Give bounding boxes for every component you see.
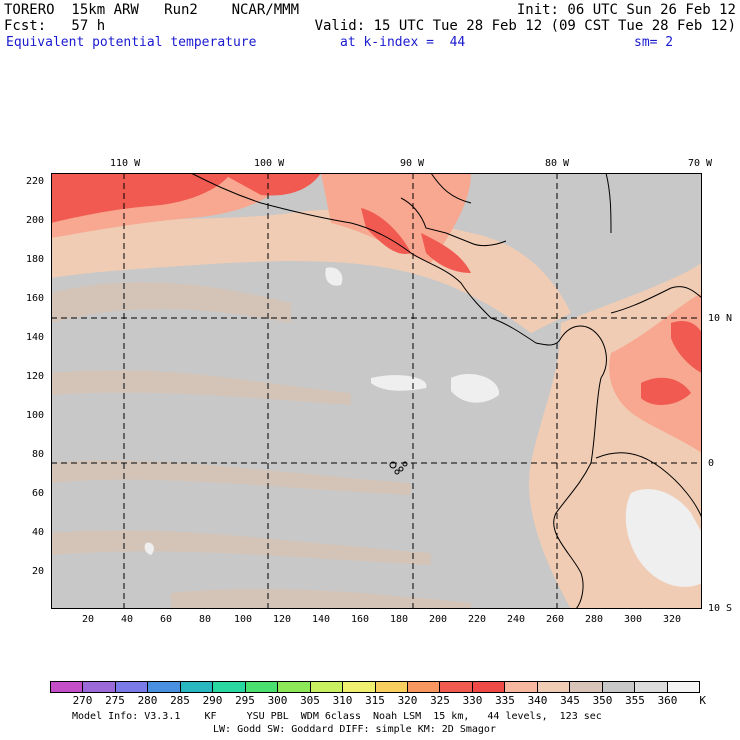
colorbar-label: 315 — [365, 694, 385, 707]
y-tick: 40 — [31, 527, 44, 538]
colorbar-swatch — [343, 682, 376, 692]
colorbar-label: 300 — [267, 694, 288, 707]
lon-label-90w: 90 W — [400, 158, 425, 169]
lat-label-10n: 10 N — [708, 313, 733, 324]
x-tick: 220 — [468, 614, 487, 625]
forecast-hour: Fcst: 57 h — [4, 18, 106, 34]
colorbar-label: 310 — [332, 694, 353, 707]
x-tick: 120 — [273, 614, 292, 625]
physics-info: LW: Godd SW: Goddard DIFF: simple KM: 2D… — [213, 724, 496, 735]
galapagos-islands — [389, 461, 408, 475]
y-tick: 200 — [25, 215, 44, 226]
colorbar-swatch — [440, 682, 473, 692]
colorbar-label: 345 — [560, 694, 580, 707]
smoothing-info: sm= 2 — [634, 35, 674, 50]
colorbar-label: 270 — [72, 694, 93, 707]
lon-label-80w: 80 W — [545, 158, 570, 169]
field-name: Equivalent potential temperature — [6, 35, 257, 50]
x-tick: 160 — [351, 614, 370, 625]
colorbar-swatch — [83, 682, 116, 692]
init-time: Init: 06 UTC Sun 26 Feb 12 — [516, 2, 736, 18]
valid-time: Valid: 15 UTC Tue 28 Feb 12 (09 CST Tue … — [314, 18, 736, 34]
map-frame — [51, 173, 702, 609]
lat-label-10s: 10 S — [708, 603, 733, 614]
colorbar-swatch — [375, 682, 408, 692]
colorbar-label: 305 — [300, 694, 320, 707]
lon-label-110w: 110 W — [110, 158, 141, 169]
colorbar-swatch — [407, 682, 441, 692]
colorbar-swatch — [213, 682, 246, 692]
lon-label-100w: 100 W — [254, 158, 285, 169]
y-tick: 20 — [31, 566, 44, 577]
colorbar-label: 295 — [235, 694, 255, 707]
y-tick: 180 — [25, 254, 44, 265]
colorbar-label: 355 — [625, 694, 645, 707]
colorbar-label: 325 — [430, 694, 450, 707]
x-tick: 180 — [390, 614, 409, 625]
colorbar-swatch — [278, 682, 311, 692]
colorbar-swatch — [180, 682, 214, 692]
theta-e-map — [51, 173, 702, 609]
lon-label-70w: 70 W — [688, 158, 713, 169]
model-info: Model Info: V3.3.1 KF YSU PBL WDM 6class… — [72, 711, 602, 722]
graticule — [51, 173, 702, 609]
colorbar-swatch — [667, 682, 700, 692]
colorbar-unit: K — [699, 694, 706, 707]
x-tick: 300 — [624, 614, 643, 625]
cool-spots — [144, 267, 702, 587]
colorbar-label: 335 — [495, 694, 515, 707]
x-tick: 20 — [82, 614, 95, 625]
y-tick: 80 — [31, 449, 44, 460]
colorbar-label: 320 — [397, 694, 418, 707]
colorbar-label: 330 — [462, 694, 483, 707]
colorbar-swatch — [115, 682, 149, 692]
x-tick: 240 — [507, 614, 526, 625]
x-tick: 140 — [312, 614, 331, 625]
x-tick: 320 — [663, 614, 682, 625]
colorbar-swatch — [310, 682, 344, 692]
y-tick: 100 — [25, 410, 44, 421]
x-tick: 100 — [234, 614, 253, 625]
x-tick: 260 — [546, 614, 565, 625]
colorbar-label: 280 — [137, 694, 158, 707]
x-tick: 80 — [199, 614, 212, 625]
x-tick: 200 — [429, 614, 448, 625]
colorbar-swatch — [505, 682, 538, 692]
y-tick: 160 — [25, 293, 44, 304]
colorbar-swatch — [537, 682, 571, 692]
colorbar-label: 275 — [105, 694, 125, 707]
colorbar — [50, 681, 700, 693]
lat-label-eq: 0 — [708, 458, 715, 469]
warm-core-red — [51, 173, 702, 405]
colorbar-swatch — [148, 682, 181, 692]
colorbar-label: 360 — [657, 694, 678, 707]
colorbar-swatch — [51, 682, 84, 692]
colorbar-label: 290 — [202, 694, 223, 707]
colorbar-swatch — [472, 682, 506, 692]
colorbar-swatch — [635, 682, 668, 692]
y-tick: 220 — [25, 176, 44, 187]
y-tick: 60 — [31, 488, 44, 499]
model-title: TORERO 15km ARW Run2 NCAR/MMM — [4, 2, 300, 18]
tan-streaks — [51, 282, 471, 609]
x-tick: 280 — [585, 614, 604, 625]
colorbar-label: 285 — [170, 694, 190, 707]
colorbar-swatch — [570, 682, 603, 692]
level-info: at k-index = 44 — [340, 35, 466, 50]
x-tick: 40 — [121, 614, 134, 625]
y-tick: 140 — [25, 332, 44, 343]
x-tick: 60 — [160, 614, 173, 625]
colorbar-label: 350 — [592, 694, 613, 707]
y-tick: 120 — [25, 371, 44, 382]
colorbar-swatch — [602, 682, 636, 692]
coastlines — [190, 173, 702, 609]
colorbar-label: 340 — [527, 694, 548, 707]
colorbar-swatch — [245, 682, 279, 692]
